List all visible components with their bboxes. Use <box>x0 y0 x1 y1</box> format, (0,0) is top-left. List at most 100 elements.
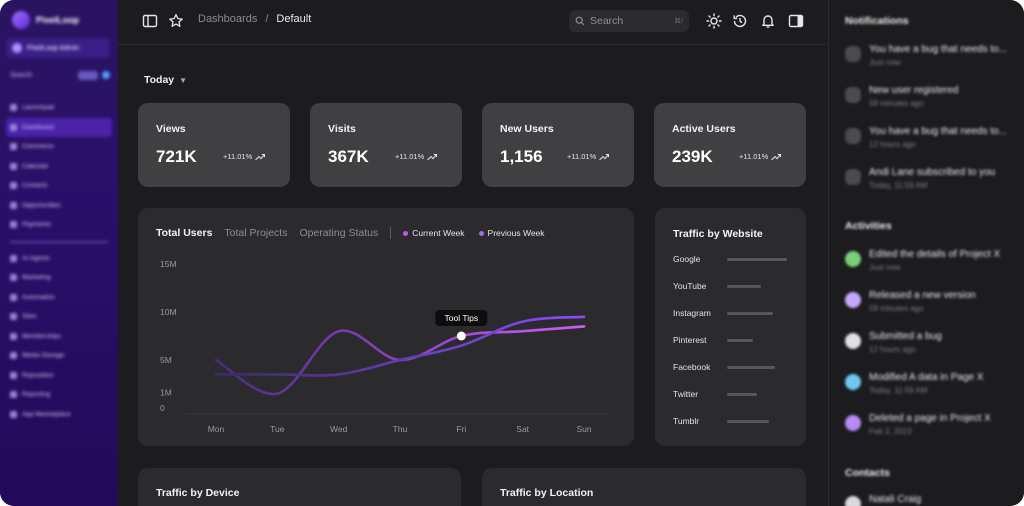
nav-icon <box>10 162 17 170</box>
legend-dot <box>403 231 409 237</box>
period-label: Today <box>144 74 175 86</box>
legend-previous-week: Previous Week <box>478 228 545 238</box>
notification-item[interactable]: You have a bug that needs to... 12 hours … <box>845 126 1017 149</box>
nav-icon <box>10 391 17 399</box>
tab-operating-status[interactable]: Operating Status <box>299 227 379 239</box>
sidebar-item[interactable]: Reporting <box>6 385 112 405</box>
tab-total-projects[interactable]: Total Projects <box>224 227 288 239</box>
trend-up-icon <box>599 153 610 160</box>
bug-icon <box>845 46 861 62</box>
nav-icon <box>10 313 17 321</box>
card-title: Traffic by Device <box>156 487 240 499</box>
x-tick-label: Sun <box>576 424 591 434</box>
item-text: Released a new version <box>869 290 976 301</box>
legend-current-week: Current Week <box>403 228 465 238</box>
sidebar-item-label: Opportunities <box>22 201 61 209</box>
stat-value: 239K <box>672 147 713 166</box>
sidebar-item[interactable]: Automation <box>6 288 112 308</box>
sidebar-item-label: Reporting <box>22 391 51 399</box>
user-icon <box>845 87 861 103</box>
sidebar-item[interactable]: App Marketplace <box>6 405 112 425</box>
period-select[interactable]: Today ▼ <box>144 74 187 86</box>
sidebar-item[interactable]: Payments <box>6 215 112 235</box>
sidebar-item[interactable]: Marketing <box>6 268 112 288</box>
stat-change: +11.01% <box>567 152 610 161</box>
stat-label: Active Users <box>672 123 736 135</box>
sidebar-item[interactable]: Launchpad <box>6 98 112 118</box>
y-tick-label: 5M <box>160 355 172 365</box>
activity-item[interactable]: Modified A data in Page X Today, 11:59 AM <box>845 372 1017 395</box>
sidebar-item[interactable]: Media Storage <box>6 346 112 366</box>
nav-icon <box>10 254 17 262</box>
activity-item[interactable]: Edited the details of Project X Just now <box>845 249 1017 272</box>
brand-logo[interactable]: PixelLoop <box>12 8 102 32</box>
item-text: Edited the details of Project X <box>869 249 1001 260</box>
sidebar-search[interactable]: Search <box>6 68 110 82</box>
activity-item[interactable]: Deleted a page in Project X Feb 2, 2023 <box>845 413 1017 436</box>
contact-item[interactable]: Natali Craig <box>845 494 1017 506</box>
sidebar-item[interactable]: Reputation <box>6 366 112 386</box>
site-name: YouTube <box>673 281 707 291</box>
notification-item[interactable]: Andi Lane subscribed to you Today, 11:59 … <box>845 167 1017 190</box>
sidebar-item-label: Launchpad <box>22 104 55 112</box>
sidebar-item-label: Media Storage <box>22 352 65 360</box>
x-tick-label: Sat <box>516 424 529 434</box>
y-tick-label: 1M <box>160 388 172 398</box>
tab-total-users[interactable]: Total Users <box>156 227 213 239</box>
notification-item[interactable]: You have a bug that needs to... Just now <box>845 44 1017 67</box>
bell-icon[interactable] <box>760 13 776 29</box>
item-time: 12 hours ago <box>869 140 916 149</box>
sidebar-item-dashboard[interactable]: Dashboard <box>6 117 112 137</box>
item-time: Feb 2, 2023 <box>869 427 912 436</box>
stat-card-visits: Visits 367K +11.01% <box>310 103 462 187</box>
sun-icon[interactable] <box>706 13 722 29</box>
sidebar-item[interactable]: Contacts <box>6 176 112 196</box>
star-icon[interactable] <box>168 13 184 29</box>
sidebar-item[interactable]: Calendar <box>6 157 112 177</box>
contacts-title: Contacts <box>845 467 890 479</box>
sidebar-divider <box>10 240 108 243</box>
sidebar-item[interactable]: Commerce <box>6 137 112 157</box>
sidebar-item[interactable]: Sites <box>6 307 112 327</box>
activities-title: Activities <box>845 220 892 232</box>
account-avatar <box>12 43 22 53</box>
site-row: Twitter <box>673 389 793 399</box>
stat-change-text: +11.01% <box>395 152 425 161</box>
sidebar-item-label: Marketing <box>22 274 51 282</box>
item-time: Today, 11:59 AM <box>869 181 928 190</box>
notification-item[interactable]: New user registered 59 minutes ago <box>845 85 1017 108</box>
account-switcher[interactable]: PixelLoop Admin <box>6 38 110 58</box>
stat-change-text: +11.01% <box>567 152 597 161</box>
sidebar-item[interactable]: AI Agents <box>6 249 112 269</box>
activity-item[interactable]: Submitted a bug 12 hours ago <box>845 331 1017 354</box>
search-icon <box>575 16 585 26</box>
item-time: 12 hours ago <box>869 345 916 354</box>
nav-icon <box>10 182 17 190</box>
sidebar-item-label: AI Agents <box>22 254 50 262</box>
stat-change: +11.01% <box>223 152 266 161</box>
breadcrumb-separator: / <box>265 13 269 25</box>
sidebar-item[interactable]: Memberships <box>6 327 112 347</box>
series-line-current-week <box>214 325 586 396</box>
history-icon[interactable] <box>732 13 748 29</box>
sidebar-item[interactable]: Opportunities <box>6 196 112 216</box>
legend-label: Current Week <box>412 228 465 238</box>
main-content: Today ▼ Views 721K +11.01% Visits 367K +… <box>118 46 828 506</box>
chart-legend: Current Week Previous Week <box>403 228 545 238</box>
activity-item[interactable]: Released a new version 59 minutes ago <box>845 290 1017 313</box>
sidebar-toggle-icon[interactable] <box>142 13 158 29</box>
stat-value: 367K <box>328 147 369 166</box>
item-text: Submitted a bug <box>869 331 942 342</box>
stat-label: Visits <box>328 123 356 135</box>
legend-dot <box>478 231 484 237</box>
shortcut-badge <box>78 70 98 80</box>
stat-label: Views <box>156 123 186 135</box>
breadcrumb-parent[interactable]: Dashboards <box>198 13 258 25</box>
tooltip-box <box>435 310 488 326</box>
avatar <box>845 292 861 308</box>
lightning-icon[interactable] <box>102 71 110 79</box>
nav-icon <box>10 104 17 112</box>
search-input[interactable]: Search ⌘/ <box>569 10 689 32</box>
right-panel-toggle-icon[interactable] <box>788 13 804 29</box>
